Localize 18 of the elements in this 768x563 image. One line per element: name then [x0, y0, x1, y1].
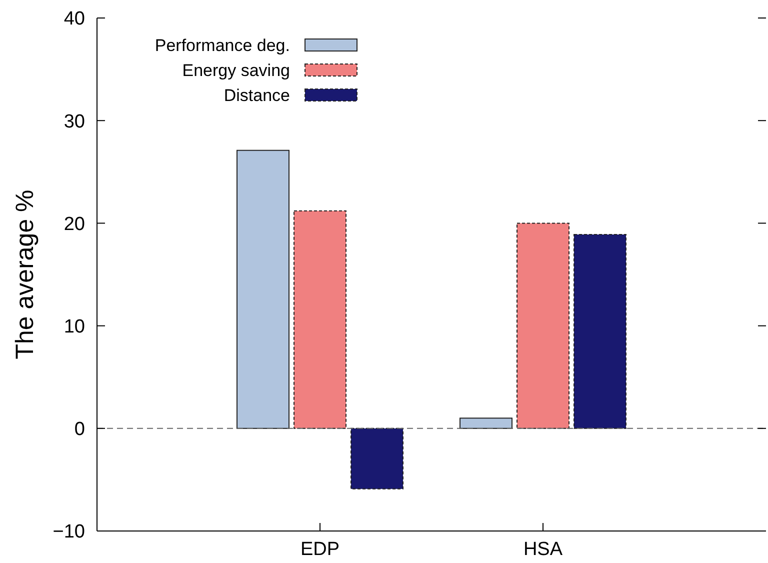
y-tick-label: −10 — [52, 522, 85, 543]
y-tick-label: 40 — [64, 8, 85, 30]
x-tick-label: EDP — [300, 539, 340, 560]
legend-label: Energy saving — [182, 60, 290, 80]
x-tick-label: HSA — [523, 539, 563, 560]
bar — [350, 428, 404, 490]
y-axis-title: The average % — [11, 190, 39, 360]
bar — [294, 210, 346, 429]
bar — [574, 234, 626, 429]
legend-label: Performance deg. — [154, 36, 290, 55]
bar — [460, 418, 512, 429]
y-tick-label: 30 — [64, 111, 85, 132]
bar — [516, 222, 570, 429]
bar — [236, 150, 290, 429]
y-tick-label: 0 — [74, 419, 85, 440]
y-tick-label: 10 — [64, 316, 85, 338]
y-tick-label: 20 — [64, 214, 85, 235]
legend-label: Distance — [224, 86, 290, 105]
